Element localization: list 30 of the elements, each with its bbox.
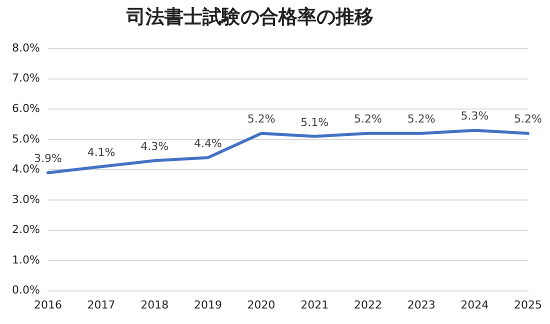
data-label: 5.1% — [300, 116, 329, 129]
y-tick-label: 0.0% — [12, 284, 40, 297]
data-label: 5.2% — [514, 112, 542, 126]
y-tick-label: 7.0% — [12, 72, 40, 85]
x-tick-label: 2021 — [300, 298, 329, 312]
x-tick-label: 2025 — [514, 298, 542, 312]
x-tick-label: 2017 — [87, 298, 116, 312]
y-tick-label: 3.0% — [12, 192, 40, 206]
x-tick-label: 2024 — [460, 298, 489, 312]
y-tick-label: 8.0% — [12, 41, 40, 54]
x-tick-label: 2019 — [194, 298, 222, 312]
data-label: 5.2% — [407, 112, 436, 126]
y-tick-label: 6.0% — [12, 102, 40, 116]
data-label: 5.3% — [460, 110, 489, 123]
data-label: 4.4% — [194, 136, 222, 150]
data-label: 4.3% — [140, 140, 169, 153]
data-label: 5.2% — [354, 112, 382, 126]
y-tick-label: 5.0% — [12, 132, 40, 146]
x-tick-label: 2018 — [140, 298, 169, 312]
x-tick-label: 2016 — [34, 298, 62, 312]
x-tick-label: 2022 — [354, 298, 382, 312]
x-tick-label: 2023 — [407, 298, 436, 312]
y-tick-label: 4.0% — [12, 162, 40, 176]
data-label: 3.9% — [34, 152, 62, 166]
chart-title: 司法書士試験の合格率の推移 — [126, 5, 374, 30]
y-tick-label: 2.0% — [12, 223, 40, 236]
x-tick-label: 2020 — [247, 298, 276, 312]
data-label: 4.1% — [87, 146, 116, 160]
data-label: 5.2% — [247, 112, 276, 126]
y-tick-label: 1.0% — [12, 253, 40, 266]
